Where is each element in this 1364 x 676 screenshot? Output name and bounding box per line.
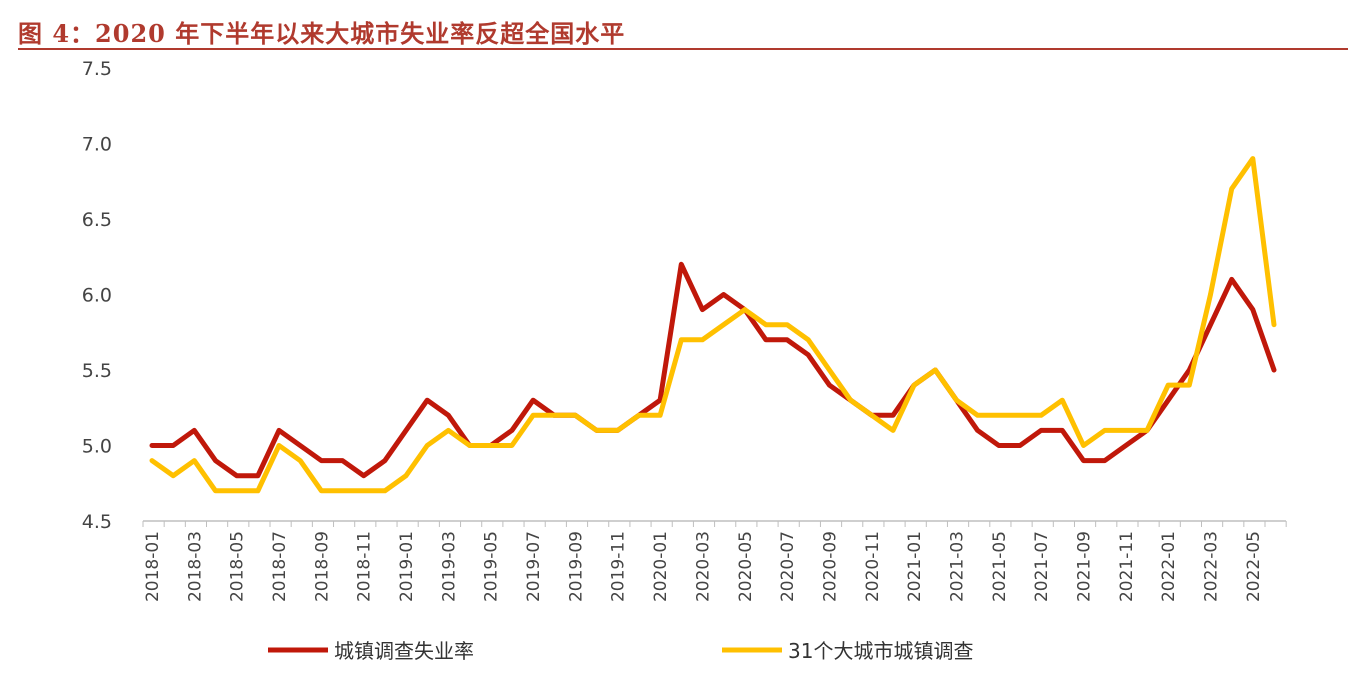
y-tick-label: 5.5	[82, 360, 112, 382]
y-tick-label: 5.0	[82, 436, 112, 458]
x-tick-label: 2021-05	[990, 531, 1010, 602]
legend-label-2: 31个大城市城镇调查	[788, 639, 973, 663]
y-tick-label: 7.0	[82, 134, 112, 156]
x-tick-label: 2019-09	[566, 531, 586, 602]
legend-label-1: 城镇调查失业率	[334, 639, 474, 663]
x-tick-label: 2021-03	[947, 531, 967, 602]
x-tick-label: 2018-09	[312, 531, 332, 602]
x-tick-label: 2021-09	[1074, 531, 1094, 602]
x-tick-label: 2020-11	[863, 531, 883, 602]
x-tick-label: 2022-03	[1202, 531, 1222, 602]
x-tick-label: 2019-11	[609, 531, 629, 602]
y-tick-label: 6.0	[82, 285, 112, 307]
x-tick-label: 2018-07	[270, 531, 290, 602]
x-tick-label: 2019-05	[482, 531, 502, 602]
x-tick-label: 2021-01	[905, 531, 925, 602]
x-tick-label: 2020-07	[778, 531, 798, 602]
x-tick-label: 2020-05	[736, 531, 756, 602]
x-tick-label: 2019-07	[524, 531, 544, 602]
x-tick-label: 2021-07	[1032, 531, 1052, 602]
x-tick-label: 2019-03	[439, 531, 459, 602]
x-tick-label: 2022-01	[1159, 531, 1179, 602]
x-tick-label: 2018-05	[228, 531, 248, 602]
y-tick-label: 4.5	[82, 511, 112, 533]
x-tick-label: 2019-01	[397, 531, 417, 602]
series-line-2	[149, 156, 1277, 494]
x-tick-label: 2018-11	[355, 531, 375, 602]
series-line-1	[149, 261, 1277, 479]
x-tick-label: 2018-01	[143, 531, 163, 602]
x-tick-label: 2018-03	[185, 531, 205, 602]
y-tick-label: 6.5	[82, 209, 112, 231]
x-tick-label: 2021-11	[1117, 531, 1137, 602]
x-tick-label: 2022-05	[1244, 531, 1264, 602]
title-underline	[18, 48, 1348, 50]
x-tick-label: 2020-01	[651, 531, 671, 602]
x-tick-label: 2020-09	[820, 531, 840, 602]
chart-title: 图 4：2020 年下半年以来大城市失业率反超全国水平	[18, 19, 626, 48]
y-tick-label: 7.5	[82, 58, 112, 80]
x-tick-label: 2020-03	[693, 531, 713, 602]
